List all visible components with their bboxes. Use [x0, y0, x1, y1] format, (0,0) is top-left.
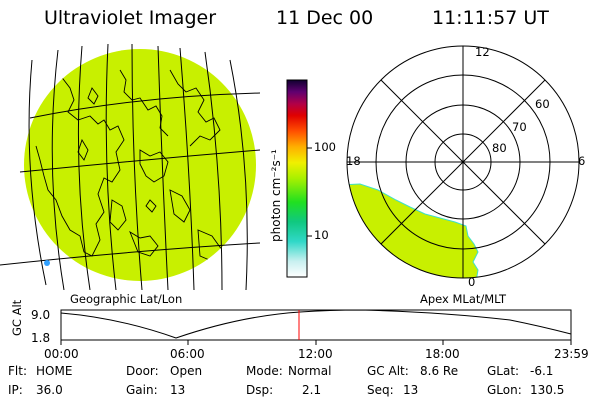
timeline-xtick-1200: 12:00	[298, 347, 333, 361]
colorbar-gradient	[286, 79, 308, 278]
left-panel-caption: Geographic Lat/Lon	[70, 292, 183, 306]
mlt-label-18: 18	[346, 154, 361, 168]
lat-lon-grid	[0, 43, 260, 290]
timeline-ylabel: GC Alt	[10, 299, 24, 336]
time-label: 11:11:57 UT	[432, 7, 549, 29]
station-marker	[44, 260, 50, 266]
auroral-oval	[347, 183, 479, 278]
ip-value: 36.0	[36, 383, 63, 397]
date-label: 11 Dec 00	[276, 7, 374, 29]
timeline-xtick-2359: 23:59	[554, 347, 589, 361]
dsp-value: 2.1	[302, 383, 322, 397]
seq-label: Seq:	[367, 383, 394, 397]
glat-value: -6.1	[530, 364, 554, 378]
lat-label-70: 70	[512, 120, 527, 134]
flt-value: HOME	[36, 364, 73, 378]
ip-label: IP:	[8, 383, 23, 397]
colorbar-tick-10: 10	[314, 228, 329, 242]
timeline-ytick-min: 1.8	[31, 331, 51, 345]
timeline-ytick-max: 9.0	[31, 308, 51, 322]
door-label: Door:	[126, 364, 159, 378]
lat-label-60: 60	[535, 97, 550, 111]
colorbar-label: photon cm⁻²s⁻¹	[269, 149, 283, 242]
gcalt-label: GC Alt:	[367, 364, 409, 378]
mlt-label-6: 6	[578, 154, 586, 168]
timeline-xtick-1800: 18:00	[425, 347, 460, 361]
timeline-frame	[60, 309, 572, 341]
dsp-label: Dsp:	[246, 383, 274, 397]
lat-label-80: 80	[492, 141, 507, 155]
mlt-label-0: 0	[468, 275, 476, 289]
colorbar	[286, 79, 312, 278]
timeline-xtick-0000: 00:00	[44, 347, 79, 361]
seq-value: 13	[403, 383, 419, 397]
gain-value: 13	[170, 383, 186, 397]
coastlines	[35, 69, 223, 263]
gain-label: Gain:	[126, 383, 158, 397]
mlt-label-12: 12	[475, 45, 490, 59]
flt-label: Flt:	[8, 364, 27, 378]
colorbar-tick-100: 100	[314, 140, 336, 154]
gcalt-value: 8.6 Re	[420, 364, 459, 378]
app-title: Ultraviolet Imager	[44, 7, 217, 29]
mode-label: Mode:	[246, 364, 283, 378]
glon-label: GLon:	[487, 383, 522, 397]
geographic-map	[0, 43, 260, 290]
mode-value: Normal	[288, 364, 332, 378]
right-panel-caption: Apex MLat/MLT	[420, 292, 507, 306]
timeline-xtick-0600: 06:00	[170, 347, 205, 361]
door-value: Open	[170, 364, 203, 378]
altitude-curve	[60, 309, 572, 339]
timeline-plot	[60, 309, 572, 345]
polar-plot	[346, 45, 580, 279]
glat-label: GLat:	[487, 364, 520, 378]
glon-value: 130.5	[530, 383, 565, 397]
